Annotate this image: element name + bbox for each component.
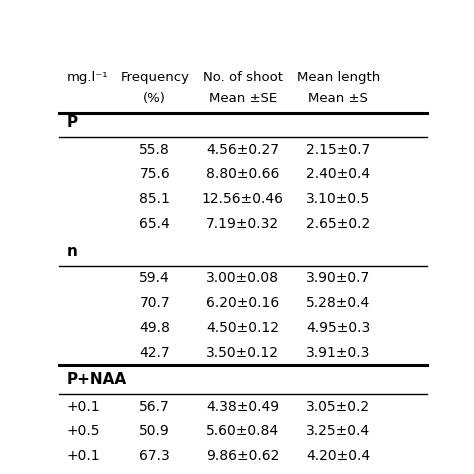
- Text: 65.4: 65.4: [139, 217, 170, 231]
- Text: 4.50±0.12: 4.50±0.12: [206, 321, 280, 335]
- Text: Mean ±S: Mean ±S: [309, 91, 368, 105]
- Text: 3.50±0.12: 3.50±0.12: [206, 346, 280, 360]
- Text: 3.00±0.08: 3.00±0.08: [206, 271, 280, 285]
- Text: Mean length: Mean length: [297, 72, 380, 84]
- Text: +0.1: +0.1: [66, 449, 100, 463]
- Text: 56.7: 56.7: [139, 400, 170, 414]
- Text: 8.80±0.66: 8.80±0.66: [206, 167, 280, 182]
- Text: 2.40±0.4: 2.40±0.4: [306, 167, 371, 182]
- Text: P+NAA: P+NAA: [66, 372, 127, 387]
- Text: 5.60±0.84: 5.60±0.84: [206, 424, 280, 438]
- Text: 4.56±0.27: 4.56±0.27: [206, 143, 280, 156]
- Text: 3.10±0.5: 3.10±0.5: [306, 192, 371, 206]
- Text: Mean ±SE: Mean ±SE: [209, 91, 277, 105]
- Text: 42.7: 42.7: [139, 346, 170, 360]
- Text: 85.1: 85.1: [139, 192, 170, 206]
- Text: No. of shoot: No. of shoot: [203, 72, 283, 84]
- Text: 3.25±0.4: 3.25±0.4: [306, 424, 371, 438]
- Text: 4.38±0.49: 4.38±0.49: [206, 400, 280, 414]
- Text: +0.1: +0.1: [66, 400, 100, 414]
- Text: 4.95±0.3: 4.95±0.3: [306, 321, 371, 335]
- Text: 3.91±0.3: 3.91±0.3: [306, 346, 371, 360]
- Text: 12.56±0.46: 12.56±0.46: [202, 192, 284, 206]
- Text: 5.28±0.4: 5.28±0.4: [306, 296, 371, 310]
- Text: 6.20±0.16: 6.20±0.16: [206, 296, 280, 310]
- Text: 2.15±0.7: 2.15±0.7: [306, 143, 371, 156]
- Text: 49.8: 49.8: [139, 321, 170, 335]
- Text: 9.86±0.62: 9.86±0.62: [206, 449, 280, 463]
- Text: 75.6: 75.6: [139, 167, 170, 182]
- Text: 2.65±0.2: 2.65±0.2: [306, 217, 371, 231]
- Text: 50.9: 50.9: [139, 424, 170, 438]
- Text: 7.19±0.32: 7.19±0.32: [206, 217, 280, 231]
- Text: 3.05±0.2: 3.05±0.2: [306, 400, 371, 414]
- Text: +0.5: +0.5: [66, 424, 100, 438]
- Text: mg.l⁻¹: mg.l⁻¹: [66, 72, 108, 84]
- Text: Frequency: Frequency: [120, 72, 189, 84]
- Text: 55.8: 55.8: [139, 143, 170, 156]
- Text: 4.20±0.4: 4.20±0.4: [306, 449, 371, 463]
- Text: 3.90±0.7: 3.90±0.7: [306, 271, 371, 285]
- Text: 59.4: 59.4: [139, 271, 170, 285]
- Text: 67.3: 67.3: [139, 449, 170, 463]
- Text: 70.7: 70.7: [139, 296, 170, 310]
- Text: P: P: [66, 115, 78, 130]
- Text: n: n: [66, 244, 77, 259]
- Text: (%): (%): [143, 91, 166, 105]
